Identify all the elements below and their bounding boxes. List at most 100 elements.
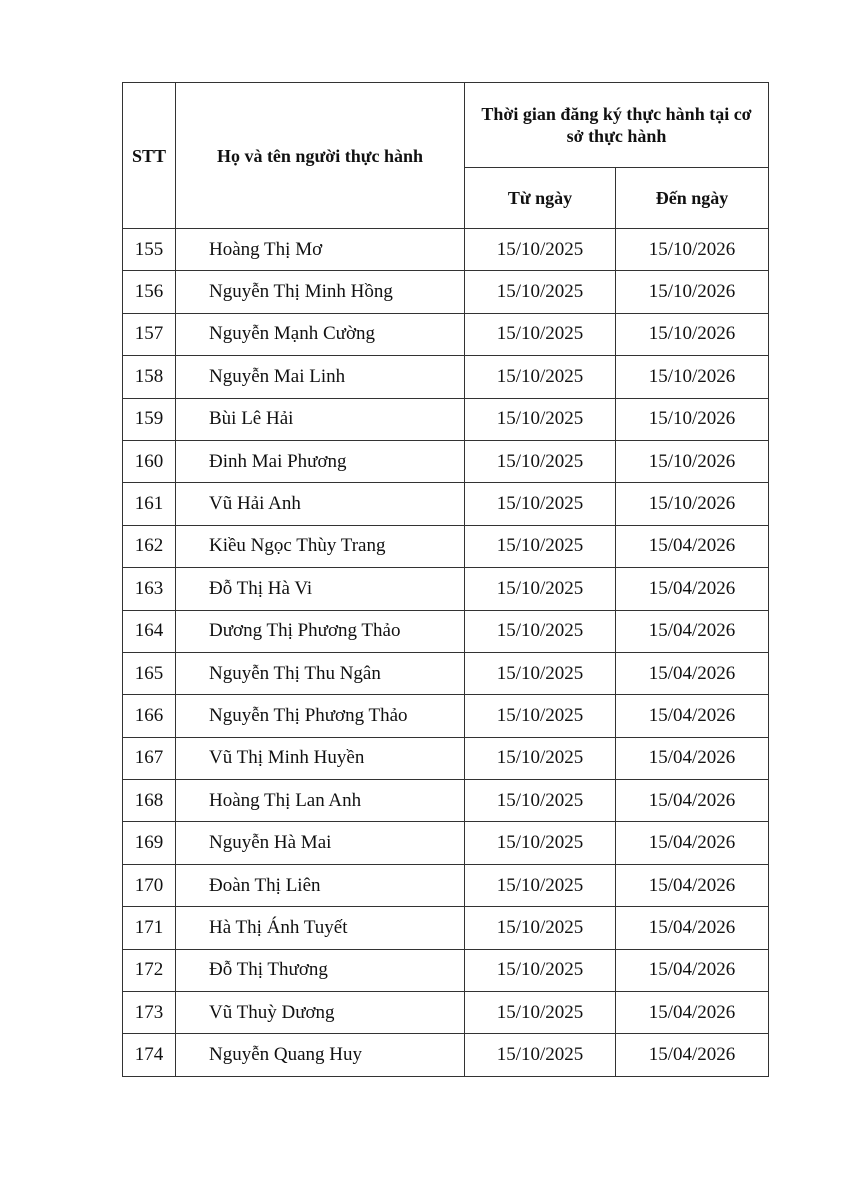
table-row: 159 Bùi Lê Hải 15/10/2025 15/10/2026 bbox=[122, 397, 770, 441]
to-date-cell: 15/10/2026 bbox=[614, 312, 770, 357]
stt-cell: 170 bbox=[122, 863, 176, 908]
table-row: 158 Nguyễn Mai Linh 15/10/2025 15/10/2026 bbox=[122, 355, 770, 399]
to-date-cell: 15/04/2026 bbox=[614, 779, 770, 823]
name-cell: Nguyễn Mai Linh bbox=[175, 355, 465, 399]
from-date-cell: 15/10/2025 bbox=[464, 355, 616, 399]
from-date-cell: 15/10/2025 bbox=[464, 227, 616, 272]
name-cell: Đỗ Thị Hà Vi bbox=[175, 567, 465, 611]
from-date-cell: 15/10/2025 bbox=[464, 482, 616, 526]
from-date-cell: 15/10/2025 bbox=[464, 991, 616, 1035]
name-cell: Nguyễn Hà Mai bbox=[175, 821, 465, 865]
name-cell: Nguyễn Thị Minh Hồng bbox=[175, 270, 465, 314]
name-cell: Vũ Thị Minh Huyền bbox=[175, 736, 465, 781]
table-row: 161 Vũ Hải Anh 15/10/2025 15/10/2026 bbox=[122, 482, 770, 526]
table-row: 156 Nguyễn Thị Minh Hồng 15/10/2025 15/10/2… bbox=[122, 270, 770, 314]
to-date-cell: 15/10/2026 bbox=[614, 397, 770, 441]
header-stt: STT bbox=[122, 82, 176, 229]
from-date-cell: 15/10/2025 bbox=[464, 651, 616, 696]
name-cell: Nguyễn Mạnh Cường bbox=[175, 312, 465, 357]
stt-cell: 160 bbox=[122, 439, 176, 484]
stt-cell: 173 bbox=[122, 991, 176, 1035]
table-row: 168 Hoàng Thị Lan Anh 15/10/2025 15/04/2026 bbox=[122, 779, 770, 823]
from-date-cell: 15/10/2025 bbox=[464, 397, 616, 441]
to-date-cell: 15/04/2026 bbox=[614, 694, 770, 738]
from-date-cell: 15/10/2025 bbox=[464, 524, 616, 569]
to-date-cell: 15/04/2026 bbox=[614, 948, 770, 993]
table-row: 164 Dương Thị Phương Thảo 15/10/2025 15/04/… bbox=[122, 609, 770, 653]
from-date-cell: 15/10/2025 bbox=[464, 439, 616, 484]
header-to: Đến ngày bbox=[614, 167, 770, 229]
stt-cell: 163 bbox=[122, 567, 176, 611]
to-date-cell: 15/10/2026 bbox=[614, 439, 770, 484]
from-date-cell: 15/10/2025 bbox=[464, 312, 616, 357]
from-date-cell: 15/10/2025 bbox=[464, 821, 616, 865]
table-row: 166 Nguyễn Thị Phương Thảo 15/10/2025 15/04… bbox=[122, 694, 770, 738]
from-date-cell: 15/10/2025 bbox=[464, 736, 616, 781]
stt-cell: 166 bbox=[122, 694, 176, 738]
stt-cell: 156 bbox=[122, 270, 176, 314]
to-date-cell: 15/10/2026 bbox=[614, 355, 770, 399]
table-row: 172 Đỗ Thị Thương 15/10/2025 15/04/2026 bbox=[122, 948, 770, 993]
table-row: 173 Vũ Thuỳ Dương 15/10/2025 15/04/2026 bbox=[122, 991, 770, 1035]
header-period: Thời gian đăng ký thực hành tại cơ sở th… bbox=[463, 82, 770, 168]
name-cell: Bùi Lê Hải bbox=[175, 397, 465, 441]
table-body: 155 Hoàng Thị Mơ 15/10/2025 15/10/2026 156 Ng… bbox=[122, 227, 770, 1077]
table-row: 162 Kiều Ngọc Thùy Trang 15/10/2025 15/04/2… bbox=[122, 524, 770, 569]
table-row: 157 Nguyễn Mạnh Cường 15/10/2025 15/10/2026 bbox=[122, 312, 770, 357]
name-cell: Dương Thị Phương Thảo bbox=[175, 609, 465, 653]
from-date-cell: 15/10/2025 bbox=[464, 779, 616, 823]
name-cell: Đinh Mai Phương bbox=[175, 439, 465, 484]
table-row: 171 Hà Thị Ánh Tuyết 15/10/2025 15/04/2026 bbox=[122, 906, 770, 950]
from-date-cell: 15/10/2025 bbox=[464, 1033, 616, 1077]
to-date-cell: 15/04/2026 bbox=[614, 821, 770, 865]
stt-cell: 169 bbox=[122, 821, 176, 865]
stt-cell: 165 bbox=[122, 651, 176, 696]
stt-cell: 157 bbox=[122, 312, 176, 357]
name-cell: Vũ Thuỳ Dương bbox=[175, 991, 465, 1035]
to-date-cell: 15/04/2026 bbox=[614, 524, 770, 569]
stt-cell: 159 bbox=[122, 397, 176, 441]
to-date-cell: 15/04/2026 bbox=[614, 906, 770, 950]
name-cell: Nguyễn Thị Thu Ngân bbox=[175, 651, 465, 696]
from-date-cell: 15/10/2025 bbox=[464, 567, 616, 611]
stt-cell: 162 bbox=[122, 524, 176, 569]
to-date-cell: 15/04/2026 bbox=[614, 863, 770, 908]
name-cell: Hoàng Thị Lan Anh bbox=[175, 779, 465, 823]
stt-cell: 164 bbox=[122, 609, 176, 653]
to-date-cell: 15/04/2026 bbox=[614, 567, 770, 611]
from-date-cell: 15/10/2025 bbox=[464, 863, 616, 908]
table-row: 160 Đinh Mai Phương 15/10/2025 15/10/2026 bbox=[122, 439, 770, 484]
to-date-cell: 15/04/2026 bbox=[614, 651, 770, 696]
name-cell: Nguyễn Quang Huy bbox=[175, 1033, 465, 1077]
table-row: 167 Vũ Thị Minh Huyền 15/10/2025 15/04/2026 bbox=[122, 736, 770, 781]
to-date-cell: 15/04/2026 bbox=[614, 609, 770, 653]
stt-cell: 167 bbox=[122, 736, 176, 781]
table-row: 169 Nguyễn Hà Mai 15/10/2025 15/04/2026 bbox=[122, 821, 770, 865]
name-cell: Kiều Ngọc Thùy Trang bbox=[175, 524, 465, 569]
stt-cell: 161 bbox=[122, 482, 176, 526]
to-date-cell: 15/10/2026 bbox=[614, 482, 770, 526]
from-date-cell: 15/10/2025 bbox=[464, 906, 616, 950]
stt-cell: 171 bbox=[122, 906, 176, 950]
stt-cell: 172 bbox=[122, 948, 176, 993]
table-row: 165 Nguyễn Thị Thu Ngân 15/10/2025 15/04/20… bbox=[122, 651, 770, 696]
name-cell: Vũ Hải Anh bbox=[175, 482, 465, 526]
table-row: 163 Đỗ Thị Hà Vi 15/10/2025 15/04/2026 bbox=[122, 567, 770, 611]
name-cell: Đỗ Thị Thương bbox=[175, 948, 465, 993]
table-row: 170 Đoàn Thị Liên 15/10/2025 15/04/2026 bbox=[122, 863, 770, 908]
from-date-cell: 15/10/2025 bbox=[464, 270, 616, 314]
to-date-cell: 15/10/2026 bbox=[614, 227, 770, 272]
table-row: 155 Hoàng Thị Mơ 15/10/2025 15/10/2026 bbox=[122, 227, 770, 272]
to-date-cell: 15/10/2026 bbox=[614, 270, 770, 314]
name-cell: Hà Thị Ánh Tuyết bbox=[175, 906, 465, 950]
stt-cell: 168 bbox=[122, 779, 176, 823]
stt-cell: 155 bbox=[122, 227, 176, 272]
to-date-cell: 15/04/2026 bbox=[614, 736, 770, 781]
header-from: Từ ngày bbox=[464, 167, 616, 229]
to-date-cell: 15/04/2026 bbox=[614, 1033, 770, 1077]
from-date-cell: 15/10/2025 bbox=[464, 609, 616, 653]
stt-cell: 174 bbox=[122, 1033, 176, 1077]
header-name: Họ và tên người thực hành bbox=[175, 82, 465, 229]
name-cell: Nguyễn Thị Phương Thảo bbox=[175, 694, 465, 738]
table-row: 174 Nguyễn Quang Huy 15/10/2025 15/04/2026 bbox=[122, 1033, 770, 1077]
